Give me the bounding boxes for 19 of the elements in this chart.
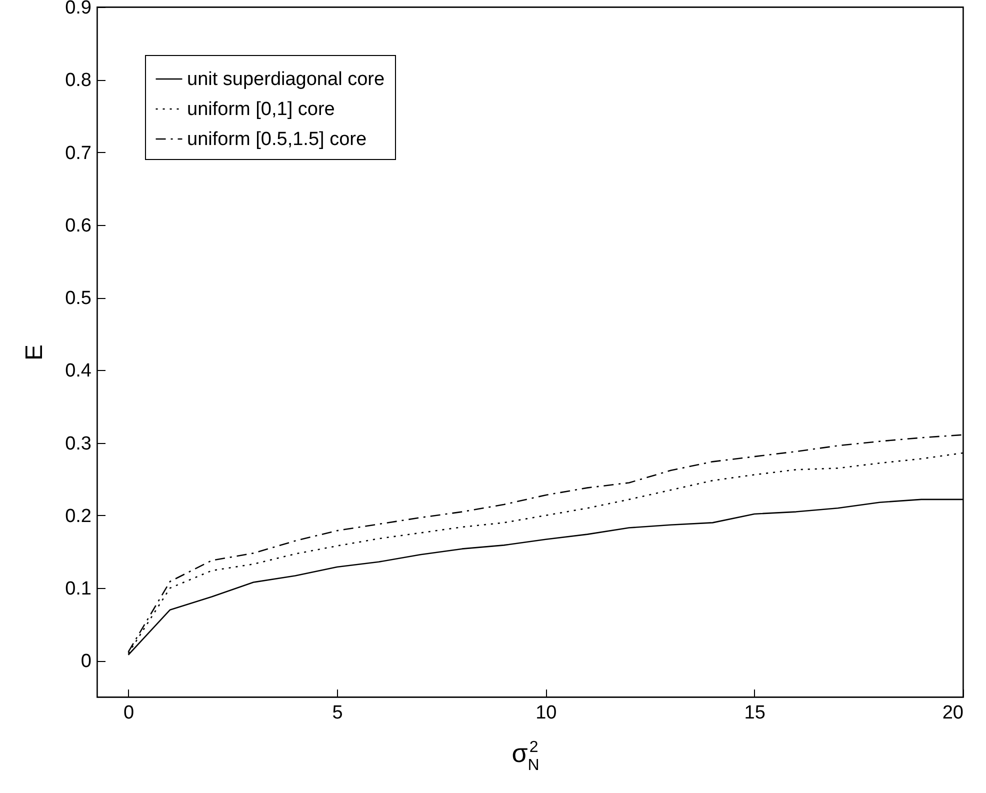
y-tick-label: 0.5 <box>65 288 92 310</box>
x-tick-label: 5 <box>332 702 343 724</box>
legend-label: uniform [0.5,1.5] core <box>187 129 367 150</box>
y-tick-label: 0.4 <box>65 360 92 382</box>
legend-label: unit superdiagonal core <box>187 69 385 90</box>
x-tick-label: 20 <box>942 702 964 724</box>
legend-label: uniform [0,1] core <box>187 99 335 120</box>
y-tick-label: 0.9 <box>65 0 92 18</box>
x-tick-label: 10 <box>536 702 557 724</box>
y-tick-label: 0.6 <box>65 215 92 236</box>
x-tick-label: 15 <box>744 702 766 724</box>
y-tick-label: 0.1 <box>65 578 92 600</box>
y-tick-label: 0.7 <box>65 142 92 164</box>
y-tick-label: 0 <box>80 651 92 672</box>
y-tick-label: 0.3 <box>65 433 92 454</box>
x-tick-label: 0 <box>124 702 134 724</box>
y-tick-label: 0.2 <box>65 506 92 527</box>
y-axis-title: E <box>21 344 48 361</box>
y-tick-label: 0.8 <box>65 70 92 92</box>
